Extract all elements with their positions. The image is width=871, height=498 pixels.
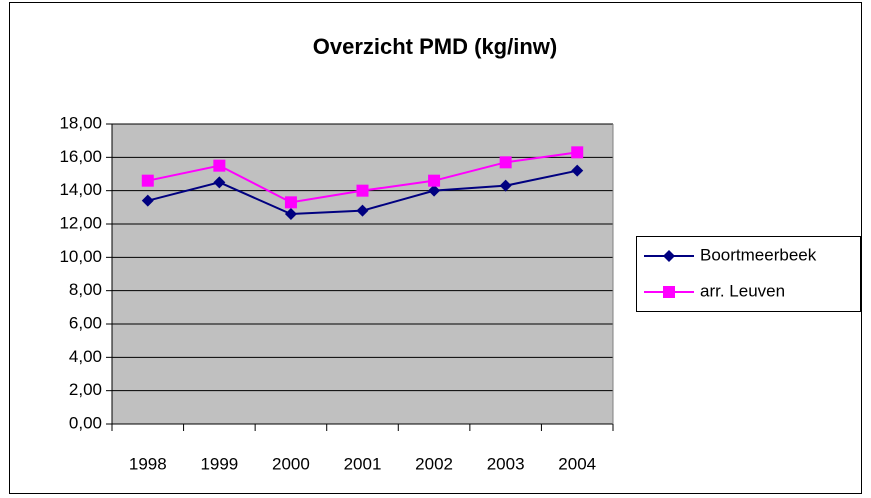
legend-label: Boortmeerbeek [700,245,817,264]
data-point [141,174,154,187]
x-tick-label: 2003 [487,454,525,473]
x-tick-label: 1999 [200,454,238,473]
y-tick-label: 16,00 [59,147,102,166]
y-tick-label: 0,00 [69,413,102,432]
data-point [428,174,441,187]
data-point [284,208,297,220]
legend-marker [663,286,675,298]
data-point [428,184,441,197]
y-tick-label: 10,00 [59,247,102,266]
y-tick-label: 12,00 [59,213,102,232]
data-point [571,164,584,177]
y-tick-label: 4,00 [69,347,102,366]
data-point [213,159,226,172]
x-tick-label: 2002 [415,454,453,473]
y-tick-label: 2,00 [69,380,102,399]
y-tick-label: 14,00 [59,180,102,199]
y-tick-label: 8,00 [69,280,102,299]
chart-title: Overzicht PMD (kg/inw) [313,34,557,59]
data-point [356,184,369,197]
legend-marker [663,250,675,262]
x-tick-label: 2001 [344,454,382,473]
y-tick-label: 6,00 [69,313,102,332]
data-point [356,204,369,217]
x-tick-label: 2000 [272,454,310,473]
legend-box [636,236,861,312]
data-point [141,194,154,207]
data-point [499,179,512,192]
x-tick-label: 1998 [129,454,167,473]
data-point [284,196,297,209]
data-point [213,176,226,189]
legend-label: arr. Leuven [700,281,785,300]
plot-area [112,124,613,424]
y-tick-label: 18,00 [59,113,102,132]
data-point [499,156,512,169]
x-tick-label: 2004 [558,454,596,473]
data-point [571,146,584,159]
